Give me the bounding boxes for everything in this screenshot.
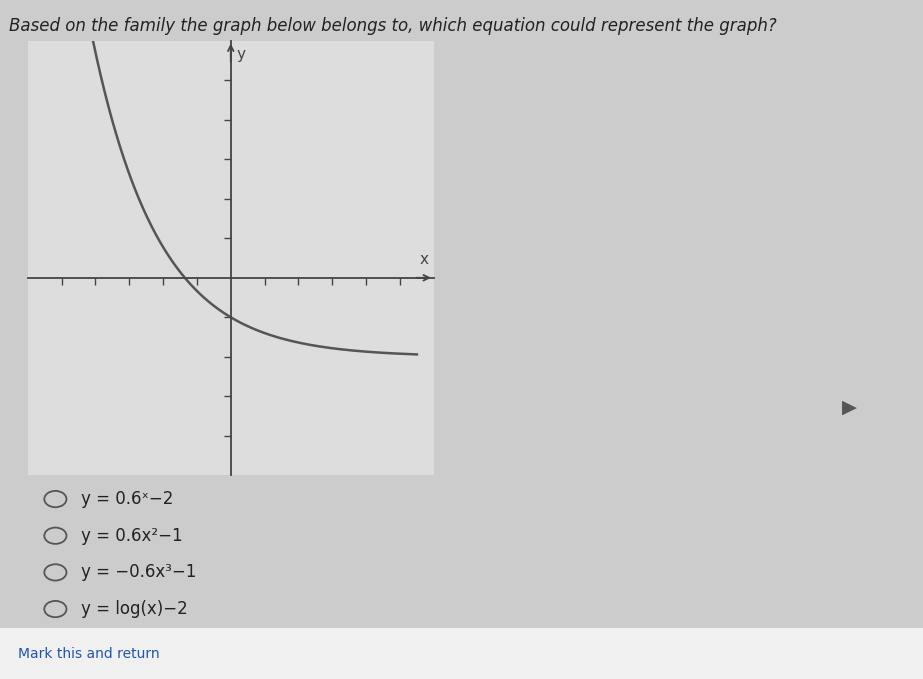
Text: y = 0.6x²−1: y = 0.6x²−1 (81, 527, 183, 545)
Text: Based on the family the graph below belongs to, which equation could represent t: Based on the family the graph below belo… (9, 17, 777, 35)
Text: Save and Exit: Save and Exit (515, 646, 620, 661)
Text: Next: Next (712, 646, 747, 661)
Text: y = 0.6ˣ−2: y = 0.6ˣ−2 (81, 490, 174, 508)
Text: ▶: ▶ (842, 398, 857, 417)
Text: y = log(x)−2: y = log(x)−2 (81, 600, 188, 618)
Text: x: x (420, 252, 428, 267)
Text: y = −0.6x³−1: y = −0.6x³−1 (81, 564, 197, 581)
Text: y: y (237, 47, 246, 62)
Text: Mark this and return: Mark this and return (18, 647, 160, 661)
